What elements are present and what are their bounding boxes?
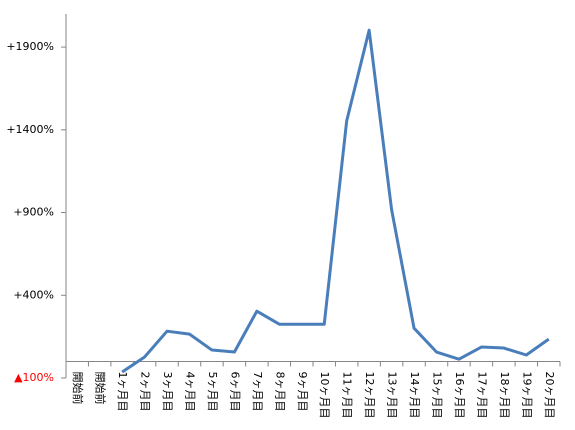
x-tick-label: 10ヶ月目 — [318, 371, 331, 418]
x-tick-label: 16ヶ月目 — [453, 371, 466, 418]
x-tick-label: 2ヶ月目 — [139, 371, 152, 411]
x-tick-label: 6ヶ月目 — [228, 371, 241, 411]
y-tick-label: +900% — [13, 206, 54, 219]
x-tick-label: 15ヶ月目 — [431, 371, 444, 418]
x-tick-label: 12ヶ月目 — [363, 371, 376, 418]
x-tick-label: 13ヶ月目 — [386, 371, 399, 418]
x-tick-label: 20ヶ月目 — [543, 371, 556, 418]
x-tick-label: 1ヶ月目 — [116, 371, 129, 411]
x-tick-label: 開始前 — [94, 371, 108, 404]
x-tick-label: 9ヶ月目 — [296, 371, 309, 411]
y-tick-label: +1900% — [6, 40, 54, 53]
line-series — [121, 28, 550, 374]
x-tick-label: 開始前 — [71, 371, 85, 404]
x-tick-label: 3ヶ月目 — [161, 371, 174, 411]
x-tick-label: 14ヶ月目 — [408, 371, 421, 418]
y-tick-label: ▲100% — [14, 371, 54, 384]
x-tick-label: 7ヶ月目 — [251, 371, 264, 411]
x-tick-label: 8ヶ月目 — [273, 371, 286, 411]
x-tick-label: 4ヶ月目 — [184, 371, 197, 411]
y-tick-label: +400% — [13, 288, 54, 301]
x-tick-label: 11ヶ月目 — [341, 371, 354, 418]
x-tick-label: 17ヶ月目 — [475, 371, 488, 418]
x-tick-label: 19ヶ月目 — [520, 371, 533, 418]
y-tick-label: +1400% — [6, 123, 54, 136]
x-tick-label: 5ヶ月目 — [206, 371, 219, 411]
x-tick-label: 18ヶ月目 — [498, 371, 511, 418]
